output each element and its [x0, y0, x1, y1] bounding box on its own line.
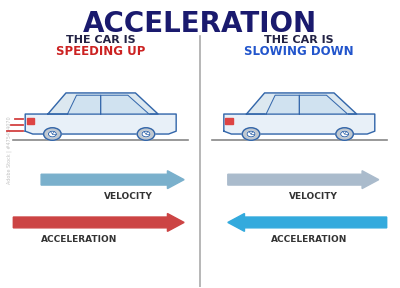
Ellipse shape	[44, 128, 61, 140]
Ellipse shape	[137, 128, 155, 140]
FancyArrow shape	[13, 213, 184, 231]
Ellipse shape	[242, 128, 260, 140]
Text: THE CAR IS: THE CAR IS	[66, 35, 136, 45]
FancyArrow shape	[228, 213, 387, 231]
Polygon shape	[224, 114, 375, 134]
Text: VELOCITY: VELOCITY	[289, 192, 338, 202]
Text: THE CAR IS: THE CAR IS	[264, 35, 334, 45]
Ellipse shape	[48, 131, 56, 137]
Bar	[225, 118, 233, 124]
Polygon shape	[246, 93, 357, 114]
Text: VELOCITY: VELOCITY	[104, 192, 153, 202]
Ellipse shape	[336, 128, 353, 140]
Text: SLOWING DOWN: SLOWING DOWN	[244, 45, 354, 58]
Ellipse shape	[341, 131, 348, 137]
Ellipse shape	[247, 131, 255, 137]
Text: ACCELERATION: ACCELERATION	[41, 235, 117, 244]
FancyArrow shape	[228, 171, 379, 189]
Text: SPEEDING UP: SPEEDING UP	[56, 45, 145, 58]
Text: ACCELERATION: ACCELERATION	[83, 10, 317, 38]
Polygon shape	[266, 95, 299, 114]
Polygon shape	[299, 95, 348, 114]
Polygon shape	[25, 114, 176, 134]
Ellipse shape	[142, 131, 150, 137]
Text: ACCELERATION: ACCELERATION	[271, 235, 348, 244]
Text: Adobe Stock | #475454070: Adobe Stock | #475454070	[6, 116, 12, 183]
Bar	[27, 118, 34, 124]
Polygon shape	[101, 95, 149, 114]
Polygon shape	[48, 93, 158, 114]
FancyArrow shape	[41, 171, 184, 189]
Polygon shape	[68, 95, 101, 114]
